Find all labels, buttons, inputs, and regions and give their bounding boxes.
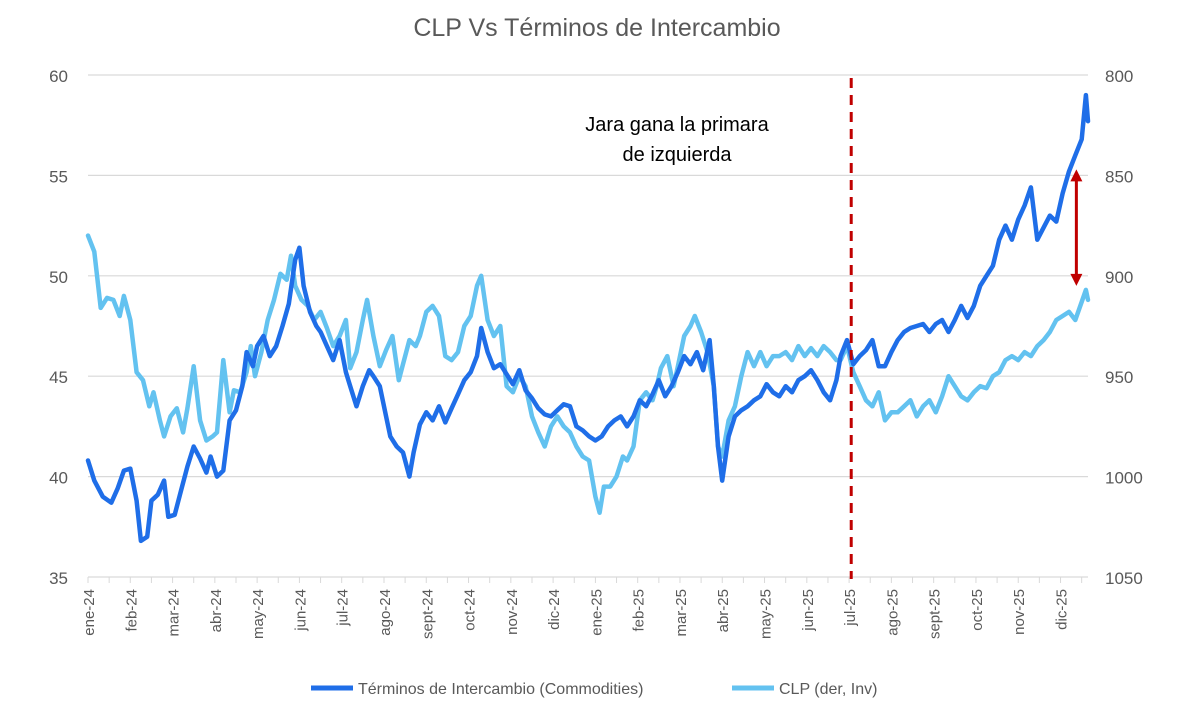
right-tick-label: 1050	[1105, 569, 1143, 588]
legend-label-tot: Términos de Intercambio (Commodities)	[358, 681, 643, 698]
x-tick-label: oct-25	[969, 589, 986, 631]
x-tick-label: jul-24	[335, 589, 352, 627]
x-tick-label: feb-25	[631, 589, 648, 632]
x-tick-label: sept-24	[419, 589, 436, 639]
x-tick-label: dic-24	[546, 589, 563, 630]
series-line-terminos-de-intercambio	[85, 92, 1091, 544]
legend-label-clp: CLP (der, Inv)	[779, 681, 877, 698]
annotation: Jara gana la primara de izquierda	[585, 78, 1083, 579]
right-tick-label: 800	[1105, 67, 1133, 86]
x-tick-label: jun-25	[800, 589, 817, 632]
left-tick-label: 60	[49, 67, 68, 86]
x-tick-label: may-24	[250, 589, 267, 639]
gap-arrow-head-bottom	[1070, 273, 1083, 286]
right-tick-label: 900	[1105, 268, 1133, 287]
x-tick-label: jun-24	[292, 589, 309, 632]
series-line-clp	[85, 233, 1091, 515]
left-tick-label: 35	[49, 569, 68, 588]
x-tick-label: abr-24	[208, 589, 225, 632]
x-tick-label: dic-25	[1054, 589, 1071, 630]
right-tick-label: 950	[1105, 368, 1133, 387]
x-tick-label: ene-24	[81, 589, 98, 636]
gap-arrow-head-top	[1070, 169, 1083, 182]
gridlines	[88, 74, 1088, 578]
x-axis: ene-24 feb-24 mar-24 abr-24 may-24 jun-24 jul-…	[81, 577, 1083, 639]
right-axis: 800 850 900 950 1000 1050	[1105, 67, 1143, 588]
x-tick-label: oct-24	[462, 589, 479, 631]
chart-title: CLP Vs Términos de Intercambio	[413, 14, 780, 42]
x-tick-label: nov-24	[504, 589, 521, 635]
right-tick-label: 1000	[1105, 469, 1143, 488]
x-tick-label: mar-25	[673, 589, 690, 637]
x-tick-label: feb-24	[123, 589, 140, 632]
x-tick-label: ago-25	[884, 589, 901, 636]
x-tick-label: ago-24	[377, 589, 394, 636]
x-tick-label: may-25	[758, 589, 775, 639]
left-tick-label: 55	[49, 167, 68, 186]
series-layer	[85, 92, 1091, 544]
left-tick-label: 50	[49, 268, 68, 287]
annotation-text-line-2: de izquierda	[623, 144, 733, 166]
x-tick-label: ene-25	[588, 589, 605, 636]
annotation-text-line-1: Jara gana la primara	[585, 114, 769, 136]
x-tick-label: mar-24	[166, 589, 183, 637]
x-tick-label: jul-25	[842, 589, 859, 627]
x-tick-label: sept-25	[927, 589, 944, 639]
left-axis: 35 40 45 50 55 60	[49, 67, 68, 588]
left-tick-label: 45	[49, 368, 68, 387]
x-tick-label: nov-25	[1011, 589, 1028, 635]
x-tick-label: abr-25	[715, 589, 732, 632]
legend: Términos de Intercambio (Commodities) CL…	[311, 681, 877, 698]
left-tick-label: 40	[49, 469, 68, 488]
right-tick-label: 850	[1105, 167, 1133, 186]
